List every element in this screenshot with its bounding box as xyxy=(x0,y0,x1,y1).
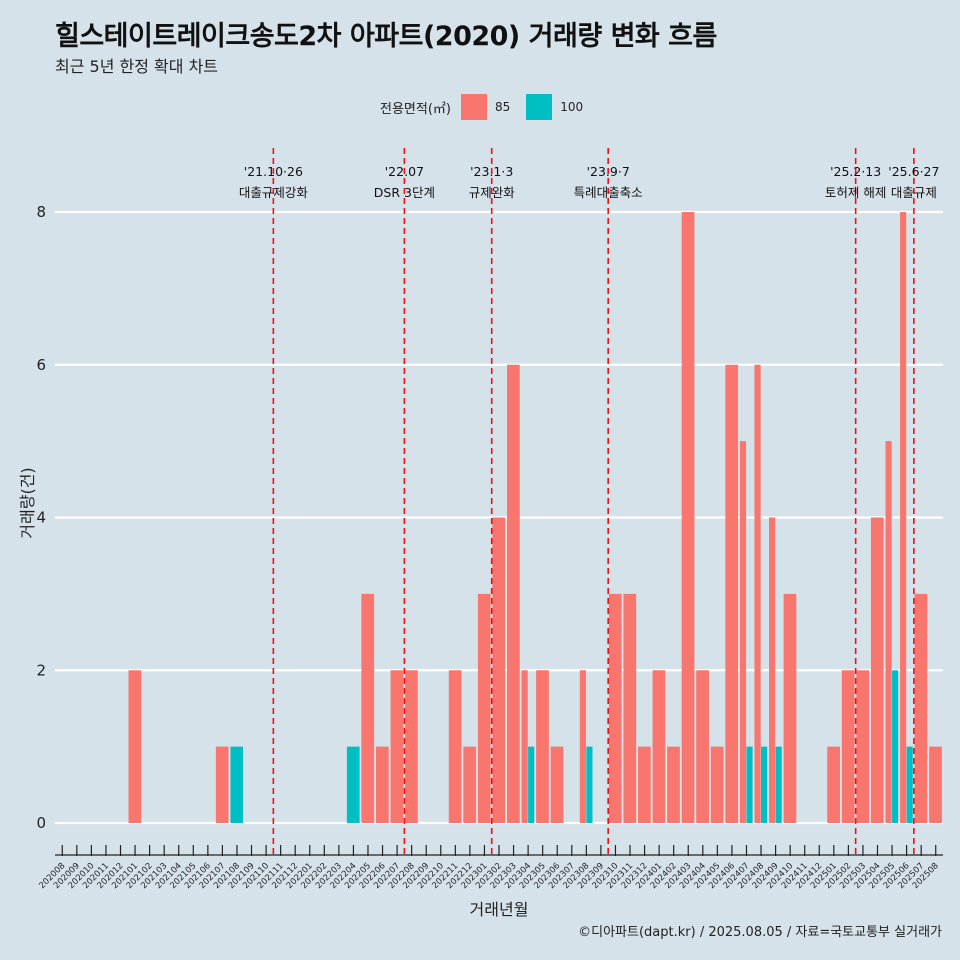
bar-85-202302 xyxy=(492,517,506,823)
bar-85-202502 xyxy=(841,670,855,823)
bar-85-202312 xyxy=(638,746,651,823)
annotation-date: '22.07 xyxy=(385,164,424,179)
bar-85-202408 xyxy=(754,364,761,823)
annotation-date: '23.9·7 xyxy=(587,164,630,179)
bar-85-202310 xyxy=(608,593,622,823)
bar-85-202506 xyxy=(900,212,907,823)
y-axis-title: 거래량(건) xyxy=(18,467,37,538)
bar-85-202107 xyxy=(215,746,229,823)
y-tick-label: 4 xyxy=(36,509,46,527)
bar-100-202407 xyxy=(746,746,753,823)
annotation-label: 규제완화 xyxy=(469,185,516,200)
y-tick-label: 2 xyxy=(36,661,46,679)
bar-85-202303 xyxy=(507,364,520,823)
legend-swatch-85 xyxy=(460,94,487,120)
annotation-label: 특례대출축소 xyxy=(574,185,643,200)
bar-85-202504 xyxy=(870,517,884,823)
bar-85-202206 xyxy=(375,746,389,823)
bar-85-202410 xyxy=(783,593,797,823)
bar-85-202505 xyxy=(885,441,892,823)
bar-85-202501 xyxy=(827,746,840,823)
bar-85-202211 xyxy=(448,670,462,823)
annotation-date: '23.1·3 xyxy=(470,164,513,179)
bar-85-202404 xyxy=(696,670,709,823)
annotation-date: '21.10·26 xyxy=(244,164,303,179)
annotation-date: '25.2·13 xyxy=(830,164,881,179)
annotation-label: 토허제 해제 xyxy=(825,185,886,200)
legend-label-85: 85 xyxy=(494,100,511,114)
bar-85-202308 xyxy=(579,670,586,823)
bar-100-202408 xyxy=(761,746,768,823)
bar-100-202204 xyxy=(346,746,360,823)
bar-85-202306 xyxy=(550,746,564,823)
y-tick-label: 8 xyxy=(36,203,46,221)
bar-85-202409 xyxy=(769,517,776,823)
bar-85-202205 xyxy=(361,593,375,823)
x-axis-title: 거래년월 xyxy=(470,900,529,919)
y-tick-label: 6 xyxy=(36,356,46,374)
legend-title: 전용면적(㎡) xyxy=(380,101,451,117)
bar-85-202407 xyxy=(739,441,747,823)
bar-100-202304 xyxy=(528,746,535,823)
bar-85-202301 xyxy=(477,593,491,823)
bar-85-202311 xyxy=(623,593,637,823)
bar-100-202308 xyxy=(586,746,593,823)
bar-85-202507 xyxy=(914,593,928,823)
chart-subtitle: 최근 5년 한정 확대 차트 xyxy=(55,57,219,76)
bar-85-202402 xyxy=(667,746,680,823)
bar-85-202406 xyxy=(725,364,739,823)
y-tick-label: 0 xyxy=(36,814,46,832)
legend-label-100: 100 xyxy=(560,100,584,114)
bar-85-202101 xyxy=(128,670,142,823)
bar-85-202305 xyxy=(536,670,549,823)
legend: 전용면적(㎡) 85 100 xyxy=(380,93,589,121)
legend-swatch-100 xyxy=(526,94,553,120)
bar-100-202409 xyxy=(775,746,782,823)
annotation-label: 대출규제 xyxy=(891,185,937,200)
bar-85-202212 xyxy=(463,746,477,823)
annotation-label: 대출규제강화 xyxy=(239,185,309,200)
bar-85-202403 xyxy=(681,212,695,823)
bar-100-202505 xyxy=(892,670,899,823)
annotation-date: '25.6·27 xyxy=(888,164,939,179)
bar-100-202108 xyxy=(230,746,244,823)
bar-85-202304 xyxy=(521,670,528,823)
bar-100-202506 xyxy=(906,746,913,823)
bar-85-202503 xyxy=(856,670,870,823)
bar-85-202405 xyxy=(710,746,724,823)
bar-85-202208 xyxy=(405,670,418,823)
bar-85-202508 xyxy=(929,746,942,823)
bar-85-202207 xyxy=(390,670,404,823)
source-caption: ©디아파트(dapt.kr) / 2025.08.05 / 자료=국토교통부 실… xyxy=(578,925,942,940)
bar-85-202401 xyxy=(652,670,666,823)
annotation-label: DSR 3단계 xyxy=(374,185,435,200)
chart-title: 힐스테이트레이크송도2차 아파트(2020) 거래량 변화 흐름 xyxy=(55,21,717,52)
